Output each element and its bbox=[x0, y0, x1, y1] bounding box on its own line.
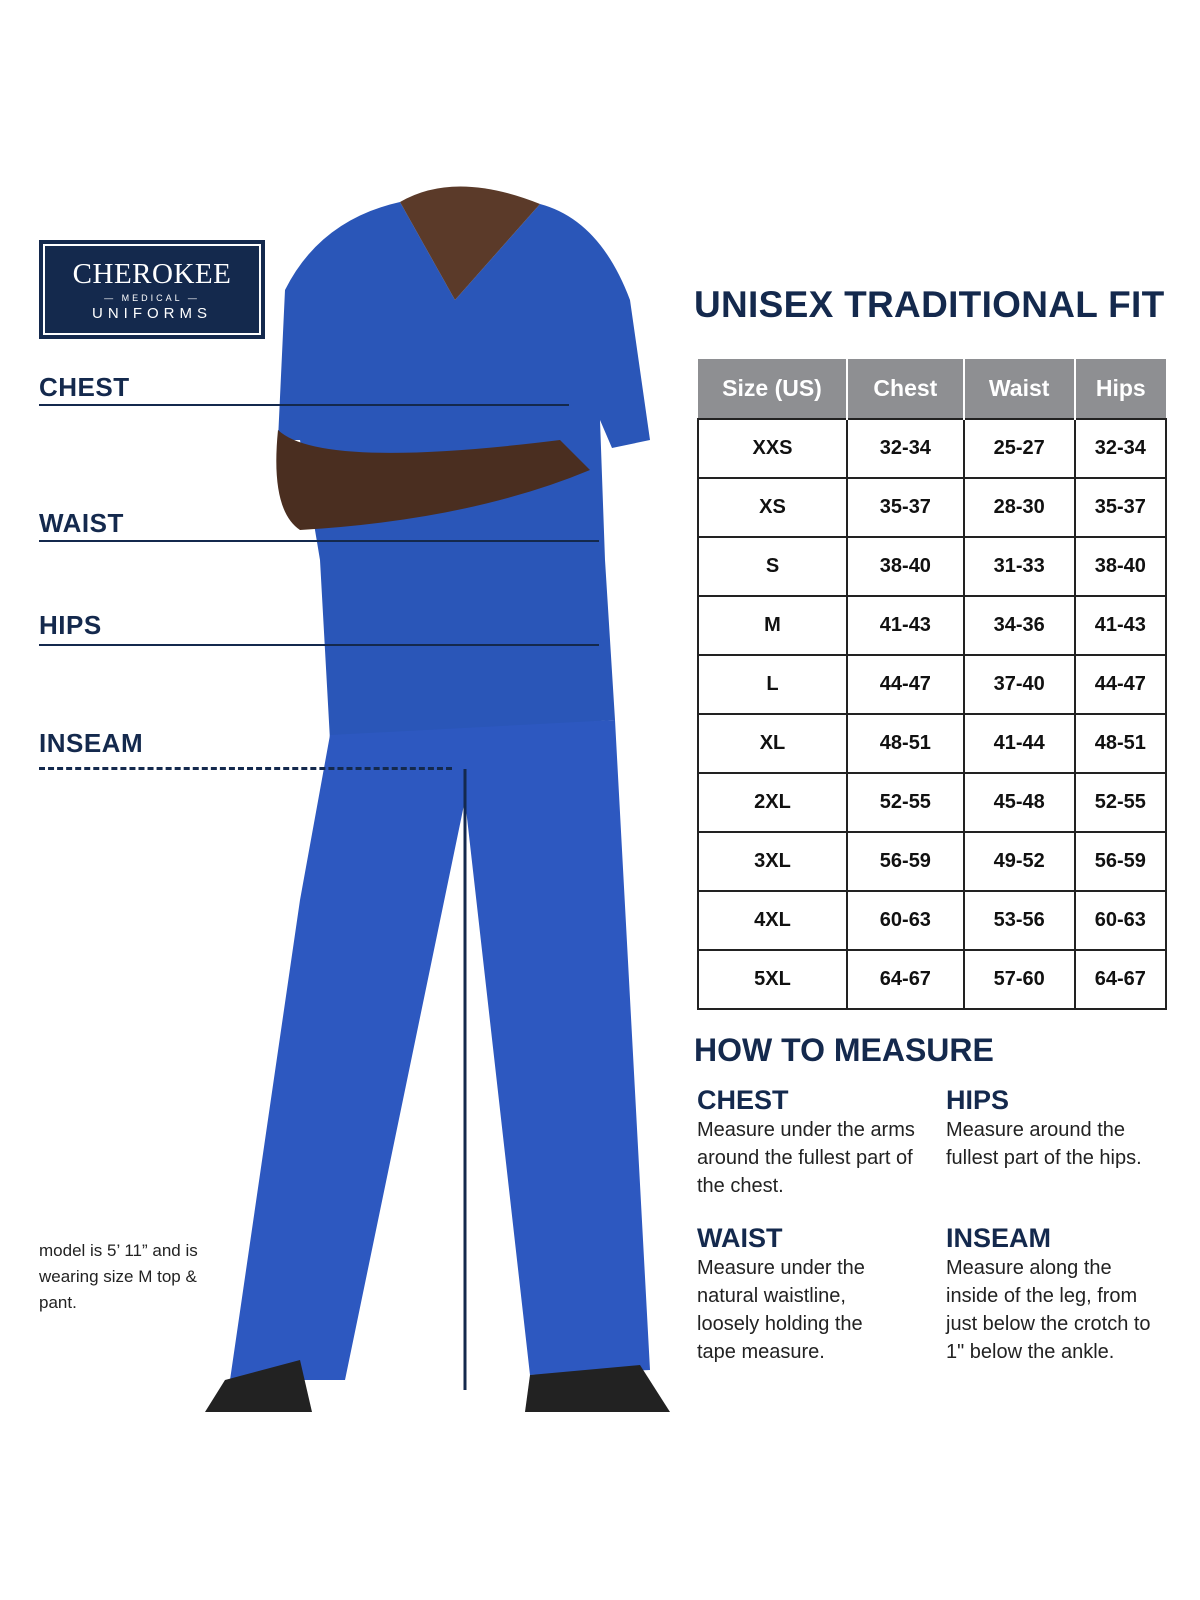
measure-text: Measure along the inside of the leg, fro… bbox=[946, 1257, 1151, 1363]
logo-uniforms: UNIFORMS bbox=[92, 305, 212, 322]
hips-cell: 48-51 bbox=[1073, 713, 1168, 774]
chest-cell: 41-43 bbox=[846, 595, 965, 656]
left-shoe bbox=[205, 1360, 312, 1412]
hips-cell: 32-34 bbox=[1073, 418, 1168, 479]
chest-cell: 44-47 bbox=[846, 654, 965, 715]
waist-cell: 41-44 bbox=[962, 713, 1076, 774]
chest-cell: 64-67 bbox=[846, 949, 965, 1010]
size-cell: L bbox=[697, 654, 848, 715]
inseam-line bbox=[39, 767, 452, 770]
hips-cell: 41-43 bbox=[1073, 595, 1168, 656]
logo-brand: CHEROKEE bbox=[72, 258, 232, 290]
waist-cell: 53-56 bbox=[962, 890, 1076, 951]
hips-label: HIPS bbox=[39, 610, 102, 640]
waist-line bbox=[39, 540, 599, 542]
table-row: XS 35-37 28-30 35-37 bbox=[697, 477, 1168, 538]
table-row: 3XL 56-59 49-52 56-59 bbox=[697, 831, 1168, 892]
chest-cell: 56-59 bbox=[846, 831, 965, 892]
table-header-row: Size (US) Chest Waist Hips bbox=[698, 359, 1166, 419]
hips-line bbox=[39, 644, 599, 646]
table-row: 2XL 52-55 45-48 52-55 bbox=[697, 772, 1168, 833]
waist-cell: 28-30 bbox=[962, 477, 1076, 538]
waist-label: WAIST bbox=[39, 508, 124, 538]
size-cell: S bbox=[697, 536, 848, 597]
hips-cell: 38-40 bbox=[1073, 536, 1168, 597]
waist-cell: 45-48 bbox=[962, 772, 1076, 833]
model-illustration bbox=[205, 186, 670, 1412]
crossed-arms bbox=[276, 430, 590, 530]
measure-heading: HIPS bbox=[946, 1085, 1010, 1115]
size-cell: XS bbox=[697, 477, 848, 538]
size-table: Size (US) Chest Waist Hips XXS 32-34 25-27… bbox=[697, 359, 1168, 1010]
measure-text: Measure around the fullest part of the h… bbox=[946, 1119, 1142, 1169]
hips-cell: 64-67 bbox=[1073, 949, 1168, 1010]
hips-cell: 60-63 bbox=[1073, 890, 1168, 951]
model-caption: model is 5’ 11” and is wearing size M to… bbox=[39, 1241, 198, 1312]
chest-line bbox=[39, 404, 569, 406]
waist-cell: 25-27 bbox=[962, 418, 1076, 479]
waist-cell: 57-60 bbox=[962, 949, 1076, 1010]
size-cell: M bbox=[697, 595, 848, 656]
right-shoe bbox=[525, 1365, 670, 1412]
measure-waist: WAIST Measure under the natural waistlin… bbox=[697, 1223, 897, 1366]
header-chest: Chest bbox=[846, 359, 964, 419]
waist-cell: 49-52 bbox=[962, 831, 1076, 892]
chest-cell: 48-51 bbox=[846, 713, 965, 774]
hips-cell: 56-59 bbox=[1073, 831, 1168, 892]
waist-cell: 37-40 bbox=[962, 654, 1076, 715]
how-to-measure-title: HOW TO MEASURE bbox=[694, 1032, 994, 1068]
chest-cell: 60-63 bbox=[846, 890, 965, 951]
measure-hips: HIPS Measure around the fullest part of … bbox=[946, 1085, 1146, 1172]
table-row: 4XL 60-63 53-56 60-63 bbox=[697, 890, 1168, 951]
size-cell: 2XL bbox=[697, 772, 848, 833]
chest-cell: 32-34 bbox=[846, 418, 965, 479]
logo-medical: — MEDICAL — bbox=[104, 293, 200, 303]
table-row: 5XL 64-67 57-60 64-67 bbox=[697, 949, 1168, 1010]
chest-cell: 52-55 bbox=[846, 772, 965, 833]
waist-cell: 31-33 bbox=[962, 536, 1076, 597]
measure-text: Measure under the natural waistline, loo… bbox=[697, 1257, 865, 1363]
hips-cell: 35-37 bbox=[1073, 477, 1168, 538]
measure-heading: INSEAM bbox=[946, 1223, 1052, 1253]
size-cell: XXS bbox=[697, 418, 848, 479]
chest-cell: 38-40 bbox=[846, 536, 965, 597]
table-row: S 38-40 31-33 38-40 bbox=[697, 536, 1168, 597]
neck-skin bbox=[400, 186, 540, 300]
cherokee-logo: CHEROKEE — MEDICAL — UNIFORMS bbox=[39, 240, 265, 339]
scrub-pants bbox=[230, 720, 650, 1380]
hips-cell: 44-47 bbox=[1073, 654, 1168, 715]
chest-label: CHEST bbox=[39, 372, 130, 402]
size-cell: 3XL bbox=[697, 831, 848, 892]
table-row: XXS 32-34 25-27 32-34 bbox=[697, 418, 1168, 479]
size-cell: 5XL bbox=[697, 949, 848, 1010]
header-waist: Waist bbox=[962, 359, 1075, 419]
table-row: M 41-43 34-36 41-43 bbox=[697, 595, 1168, 656]
chart-title: UNISEX TRADITIONAL FIT bbox=[694, 284, 1165, 325]
inseam-label: INSEAM bbox=[39, 728, 144, 758]
measure-chest: CHEST Measure under the arms around the … bbox=[697, 1085, 917, 1200]
header-size: Size (US) bbox=[698, 359, 847, 419]
size-cell: 4XL bbox=[697, 890, 848, 951]
hips-cell: 52-55 bbox=[1073, 772, 1168, 833]
header-hips: Hips bbox=[1073, 359, 1166, 419]
measure-heading: WAIST bbox=[697, 1223, 783, 1253]
waist-cell: 34-36 bbox=[962, 595, 1076, 656]
size-cell: XL bbox=[697, 713, 848, 774]
chest-cell: 35-37 bbox=[846, 477, 965, 538]
measure-text: Measure under the arms around the fulles… bbox=[697, 1119, 915, 1197]
table-row: L 44-47 37-40 44-47 bbox=[697, 654, 1168, 715]
measure-inseam: INSEAM Measure along the inside of the l… bbox=[946, 1223, 1151, 1366]
table-row: XL 48-51 41-44 48-51 bbox=[697, 713, 1168, 774]
measure-heading: CHEST bbox=[697, 1085, 789, 1115]
